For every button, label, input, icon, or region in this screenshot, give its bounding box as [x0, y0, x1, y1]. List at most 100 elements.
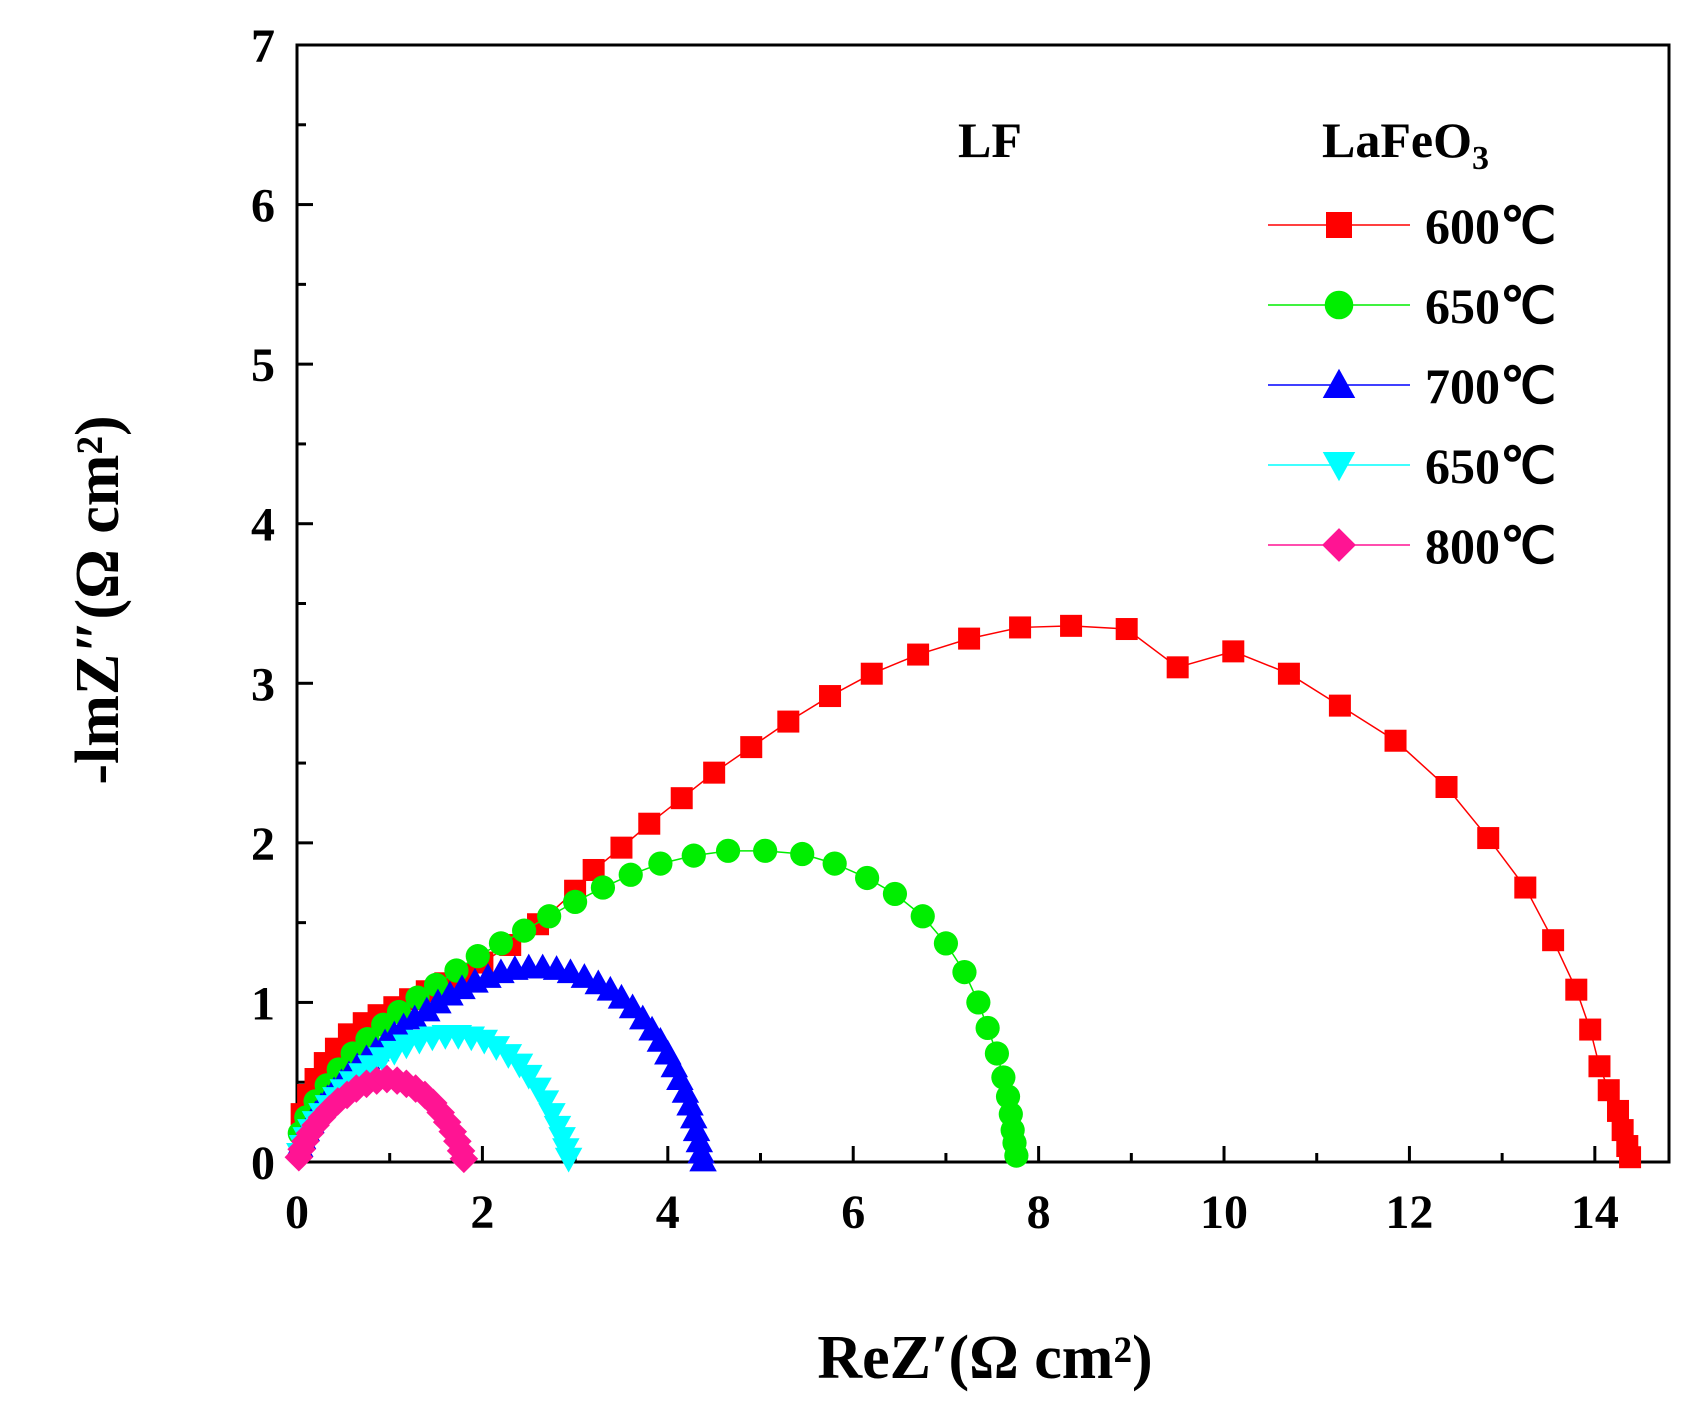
x-tick-label: 14 — [1571, 1186, 1619, 1239]
data-point — [715, 838, 741, 863]
plot-area — [284, 43, 1671, 1174]
series-square — [290, 614, 1642, 1169]
data-point — [1277, 662, 1300, 685]
data-point — [680, 1103, 708, 1129]
data-point — [512, 918, 537, 943]
data-point — [426, 1098, 455, 1127]
axis-ticks — [295, 43, 1597, 1164]
data-point — [1597, 1079, 1620, 1102]
data-point — [531, 1090, 560, 1116]
x-axis-title: ReZ′(Ω cm²) — [817, 1324, 1152, 1392]
data-point — [470, 1029, 499, 1055]
data-point — [1222, 640, 1245, 663]
legend-label: 600℃ — [1425, 198, 1556, 254]
data-point — [790, 841, 815, 867]
data-point — [984, 1041, 1010, 1066]
data-point — [465, 944, 490, 969]
data-point — [681, 843, 706, 868]
legend-item: 650℃ — [1268, 278, 1556, 334]
data-point — [410, 1080, 440, 1110]
data-point — [952, 960, 977, 985]
x-tick-label: 10 — [1200, 1186, 1248, 1239]
legend-marker — [1322, 368, 1356, 398]
x-tick-label: 12 — [1385, 1186, 1433, 1239]
data-point — [882, 881, 908, 907]
data-point — [777, 710, 800, 733]
x-tick-label: 0 — [285, 1186, 309, 1239]
data-point — [554, 1147, 583, 1173]
data-point — [449, 1144, 479, 1174]
y-tick-label: 6 — [251, 180, 275, 233]
legend-label: 650℃ — [1425, 438, 1556, 494]
data-point — [448, 974, 476, 1000]
series-line — [300, 625, 1631, 1158]
y-axis-title: -lmZ″(Ω cm²) — [64, 415, 132, 784]
y-tick-label: 1 — [251, 977, 275, 1030]
legend-title-subscript: 3 — [1472, 140, 1489, 177]
data-point — [1588, 1055, 1611, 1078]
data-point — [638, 812, 661, 835]
data-point — [488, 931, 514, 956]
data-point — [860, 662, 883, 685]
y-tick-label: 0 — [251, 1137, 275, 1190]
legend-item: 600℃ — [1268, 198, 1556, 254]
data-point — [424, 988, 452, 1014]
data-point — [910, 904, 935, 929]
data-point — [819, 685, 842, 708]
data-point — [753, 838, 778, 863]
legend-label: 800℃ — [1425, 518, 1556, 574]
data-point — [323, 1087, 353, 1116]
data-point — [482, 1036, 511, 1061]
legend-label: 650℃ — [1425, 278, 1556, 334]
data-point — [958, 627, 981, 650]
data-point — [537, 904, 562, 929]
data-point — [1514, 876, 1537, 899]
y-tick-label: 7 — [251, 20, 275, 73]
data-point — [563, 889, 588, 914]
data-point — [1384, 729, 1407, 752]
data-point — [1166, 656, 1189, 679]
data-point — [1565, 978, 1588, 1001]
legend-item: 800℃ — [1268, 518, 1556, 574]
data-point — [590, 875, 616, 900]
legend-marker — [1322, 452, 1356, 482]
series-diamond — [284, 1064, 479, 1174]
data-point — [538, 1103, 566, 1128]
data-point — [648, 851, 673, 876]
x-tick-label: 8 — [1027, 1186, 1051, 1239]
data-point — [570, 963, 599, 988]
data-point — [855, 865, 880, 891]
legend-title: LaFeO3 — [1322, 112, 1489, 177]
data-point — [975, 1015, 1000, 1041]
data-point — [966, 990, 991, 1015]
y-tick-label: 3 — [251, 658, 275, 711]
data-point — [1004, 1143, 1029, 1168]
data-point — [1115, 618, 1138, 641]
data-point — [618, 862, 643, 887]
data-point — [689, 1146, 717, 1172]
series-circle — [287, 838, 1029, 1168]
data-point — [1542, 929, 1565, 952]
legend-marker — [1324, 290, 1354, 320]
data-point — [1060, 614, 1083, 637]
y-tick-label: 5 — [251, 339, 275, 392]
data-point — [524, 1077, 552, 1103]
x-tick-label: 2 — [470, 1186, 494, 1239]
data-point — [1328, 694, 1351, 717]
data-point — [610, 836, 633, 859]
data-point — [301, 1110, 330, 1140]
data-point — [423, 972, 449, 997]
y-tick-label: 4 — [251, 499, 275, 552]
data-point — [933, 931, 959, 956]
data-point — [822, 851, 847, 876]
data-point — [1579, 1018, 1602, 1041]
data-point — [515, 1064, 543, 1090]
data-point — [436, 980, 464, 1006]
data-point — [907, 643, 930, 666]
data-point — [740, 736, 763, 759]
annotation-lf: LF — [958, 112, 1022, 168]
data-point — [582, 858, 605, 881]
data-point — [1435, 776, 1458, 799]
data-point — [444, 958, 469, 983]
